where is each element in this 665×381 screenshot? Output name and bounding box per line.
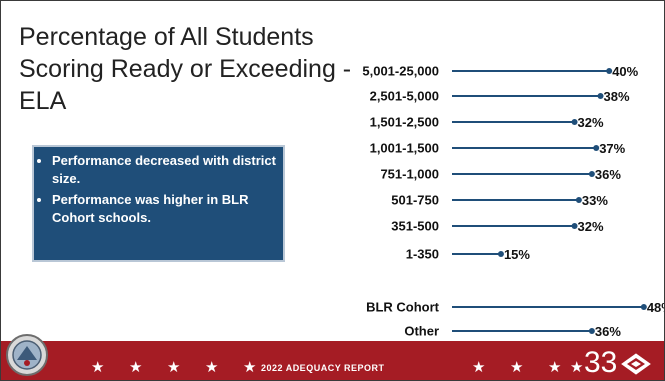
star-icon: ★	[205, 359, 219, 376]
category-label: BLR Cohort	[366, 300, 440, 315]
value-point	[575, 197, 582, 203]
category-label: 501-750	[391, 193, 439, 208]
value-point	[606, 68, 613, 74]
value-point	[497, 251, 504, 257]
star-icon: ★	[510, 359, 524, 376]
category-label: 2,501-5,000	[370, 89, 439, 104]
category-label: 1,001-1,500	[370, 141, 439, 156]
value-label: 36%	[595, 324, 621, 339]
diamond-logo-icon	[621, 353, 651, 375]
category-label: Other	[404, 324, 439, 339]
star-icon: ★	[243, 359, 257, 376]
slide-title: Percentage of All Students Scoring Ready…	[19, 23, 352, 115]
page-number: 33	[584, 346, 618, 379]
footer-stars: ★ ★ ★ ★ ★ ★ ★ ★ ★	[1, 358, 664, 378]
value-label: 33%	[582, 193, 608, 208]
value-point	[593, 145, 600, 151]
callout-bullet-1: Performance decreased with district size…	[52, 152, 277, 188]
value-point	[588, 328, 595, 334]
value-label: 36%	[595, 167, 621, 182]
value-point	[571, 223, 578, 229]
state-seal-icon	[6, 334, 48, 376]
value-point	[571, 119, 578, 125]
star-icon: ★	[548, 359, 562, 376]
star-icon: ★	[129, 359, 143, 376]
footer-report-title: 2022 ADEQUACY REPORT	[261, 363, 385, 373]
value-label: 40%	[612, 64, 638, 79]
callout-bullet-2: Performance was higher in BLR Cohort sch…	[52, 191, 277, 227]
callout-list: Performance decreased with district size…	[38, 152, 277, 227]
category-label: 5,001-25,000	[362, 64, 439, 79]
value-label: 37%	[599, 141, 625, 156]
star-icon: ★	[167, 359, 181, 376]
value-label: 32%	[578, 219, 604, 234]
star-icon: ★	[91, 359, 105, 376]
value-label: 38%	[604, 89, 630, 104]
category-label: 351-500	[391, 219, 439, 234]
category-label: 751-1,000	[380, 167, 439, 182]
footer-bar: ★ ★ ★ ★ ★ ★ ★ ★ ★ 2022 ADEQUACY REPORT 33	[1, 341, 664, 380]
lollipop-chart: 5,001-25,000 40% 2,501-5,000 38% 1,501-2,500…	[362, 64, 664, 340]
star-icon: ★	[472, 359, 486, 376]
value-point	[588, 171, 595, 177]
value-label: 48%	[647, 300, 664, 315]
star-icon: ★	[570, 359, 584, 376]
value-point	[597, 93, 604, 99]
value-point	[640, 304, 647, 310]
callout-box: Performance decreased with district size…	[32, 145, 285, 262]
category-label: 1-350	[406, 247, 439, 262]
category-label: 1,501-2,500	[370, 115, 439, 130]
value-label: 15%	[504, 247, 530, 262]
value-label: 32%	[578, 115, 604, 130]
